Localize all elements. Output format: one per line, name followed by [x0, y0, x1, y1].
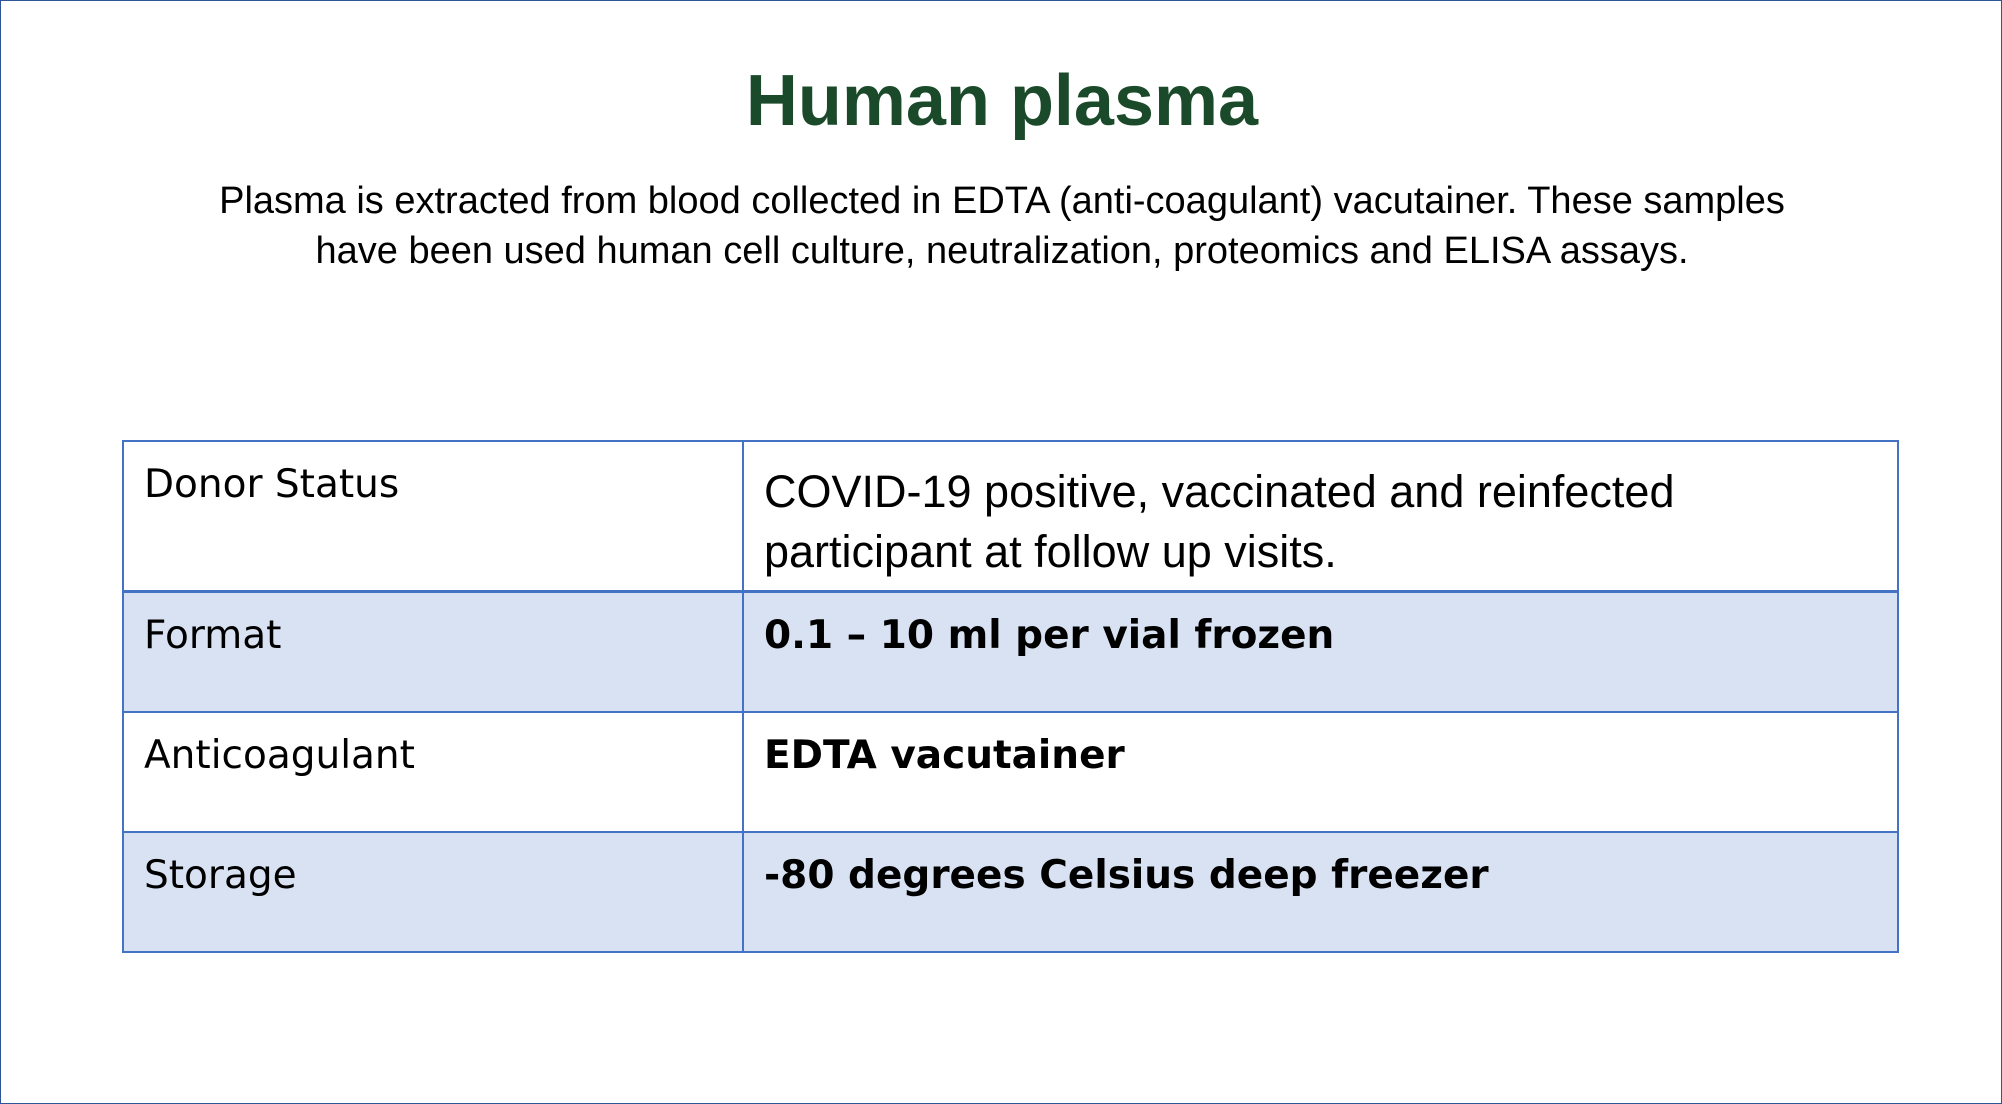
row-value: COVID-19 positive, vaccinated and reinfe…: [742, 440, 1899, 593]
table-row: Donor Status COVID-19 positive, vaccinat…: [122, 440, 1899, 593]
row-label: Format: [122, 590, 744, 713]
row-value: EDTA vacutainer: [742, 711, 1899, 833]
row-value: 0.1 – 10 ml per vial frozen: [742, 590, 1899, 713]
page-title: Human plasma: [745, 61, 1259, 141]
table-row: Anticoagulant EDTA vacutainer: [122, 711, 1899, 833]
table-row: Format 0.1 – 10 ml per vial frozen: [122, 590, 1899, 713]
description-text: Plasma is extracted from blood collected…: [219, 180, 1785, 272]
row-value: -80 degrees Celsius deep freezer: [742, 831, 1899, 953]
row-label: Donor Status: [122, 440, 744, 593]
specification-table: Donor Status COVID-19 positive, vaccinat…: [122, 440, 1899, 953]
row-label: Anticoagulant: [122, 711, 744, 833]
row-label: Storage: [122, 831, 744, 953]
table-row: Storage -80 degrees Celsius deep freezer: [122, 831, 1899, 953]
